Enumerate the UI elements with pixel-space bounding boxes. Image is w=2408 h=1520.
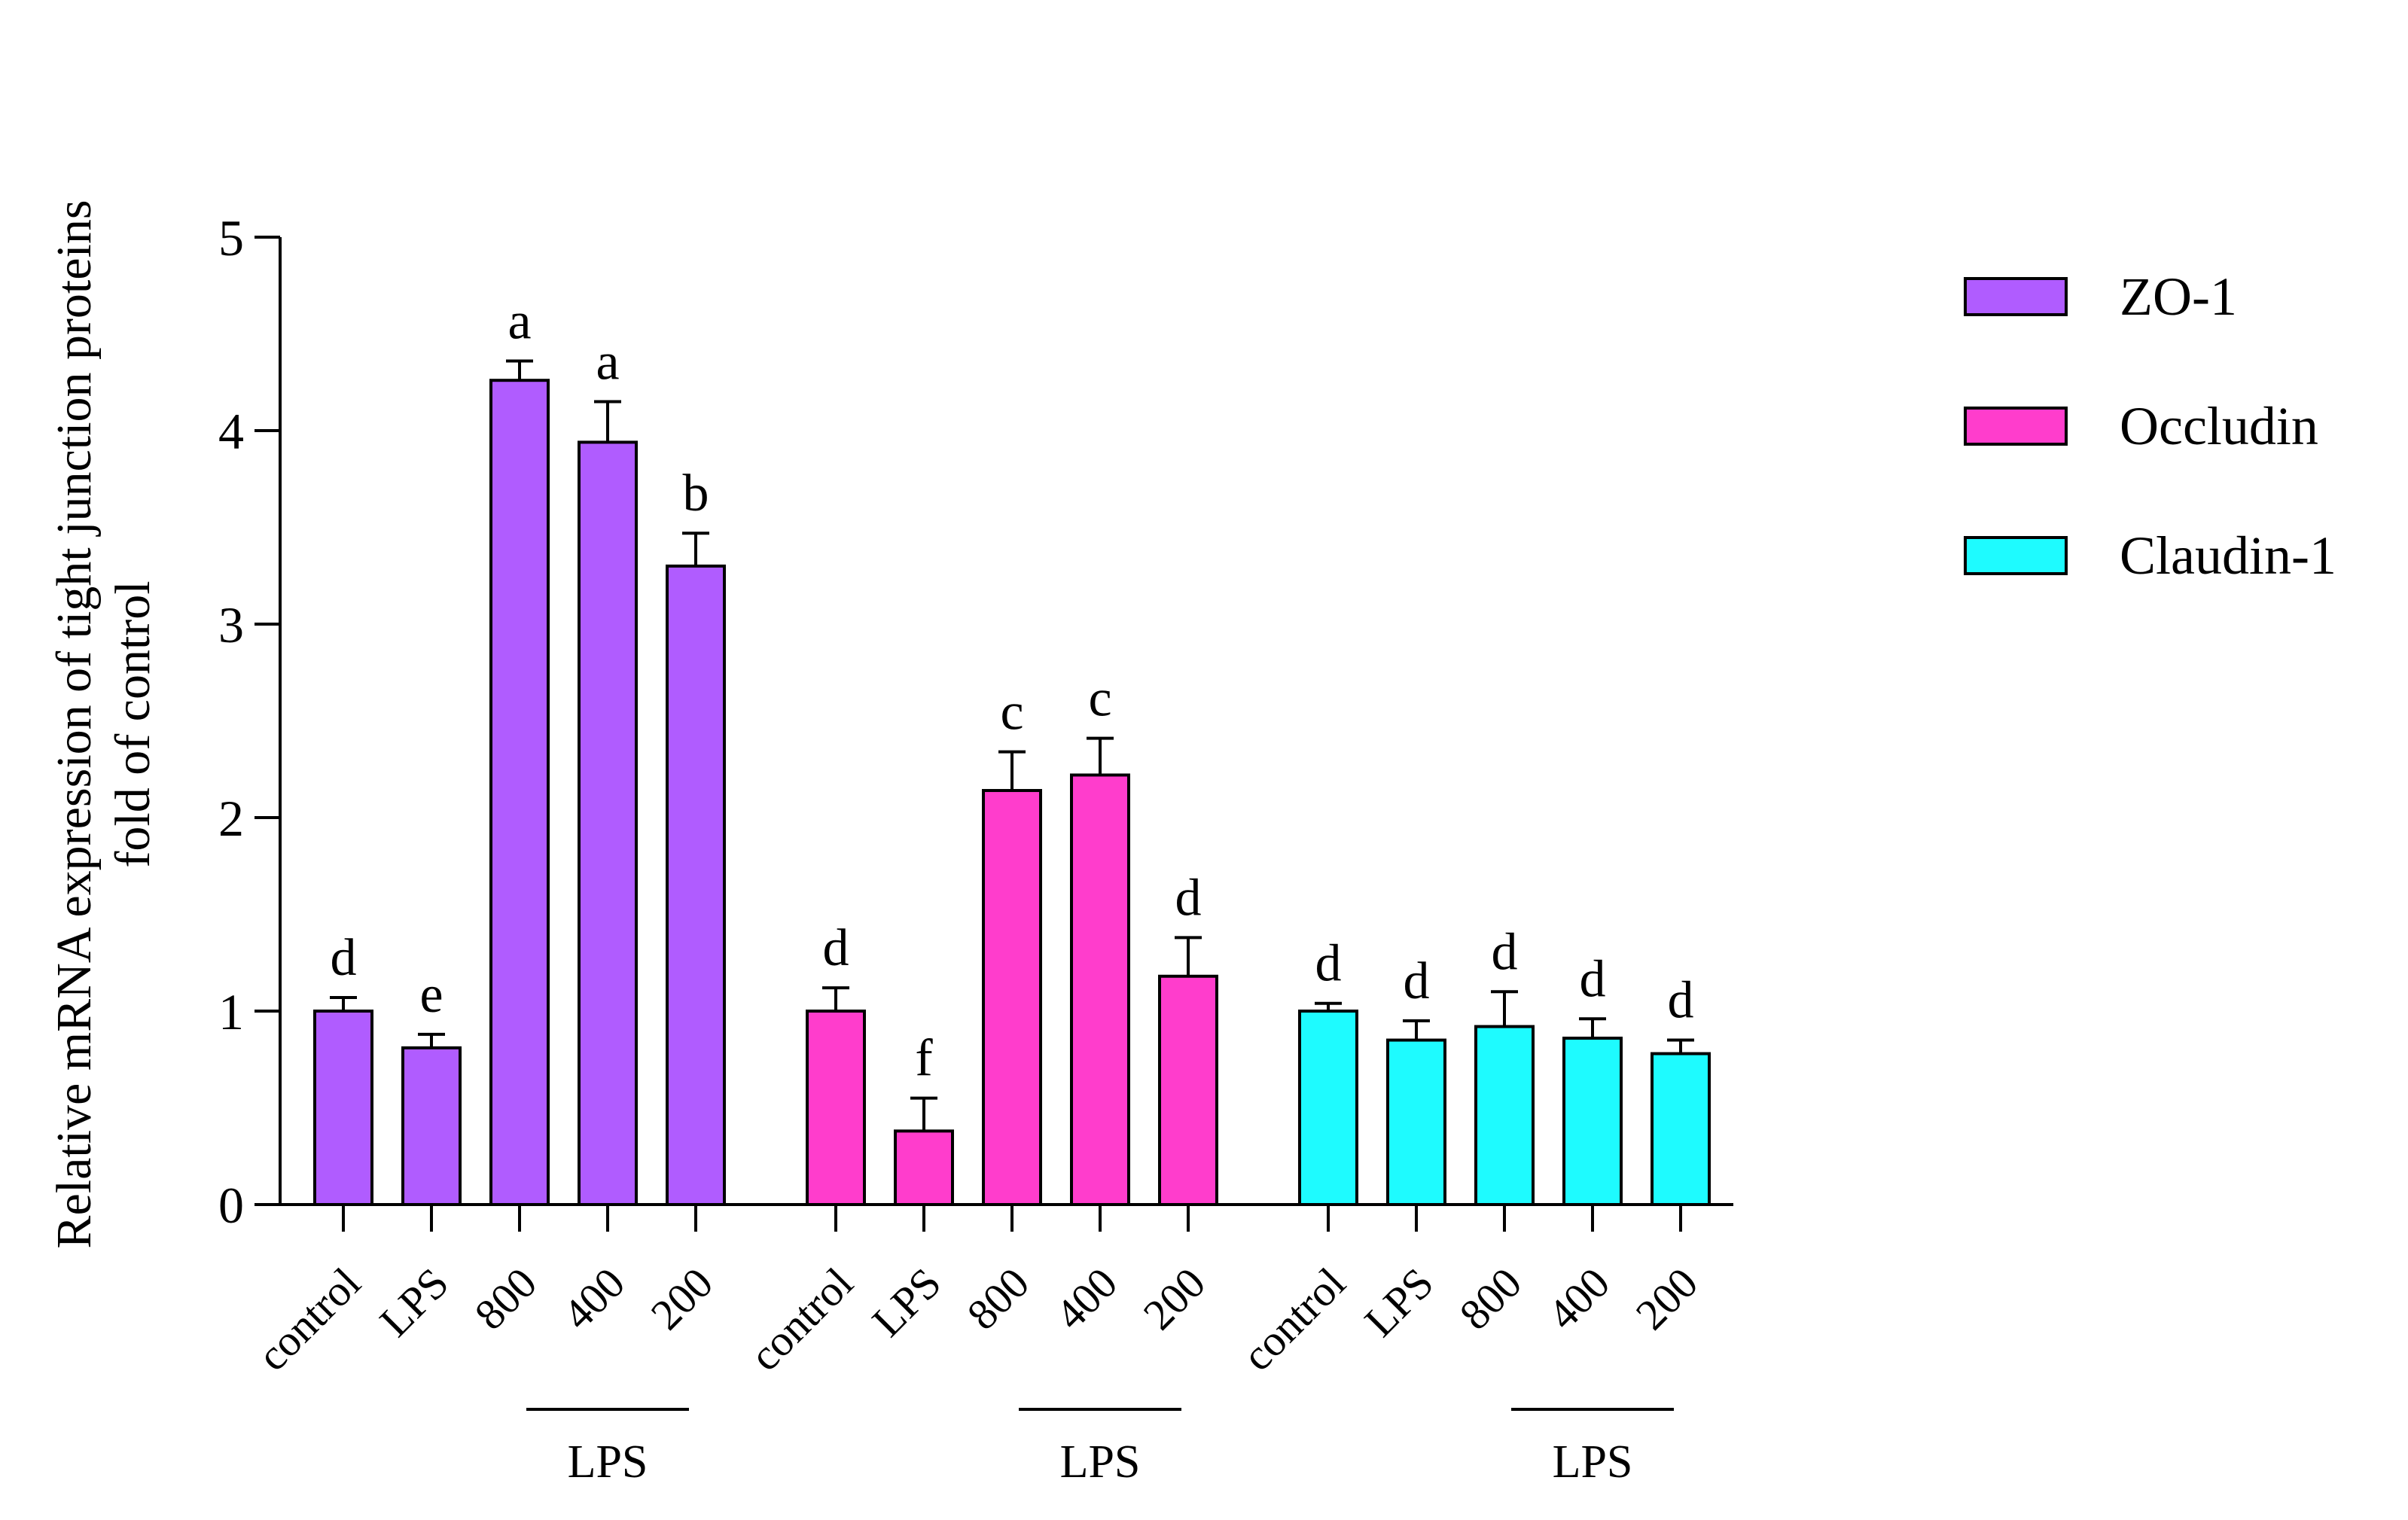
legend-swatch bbox=[1964, 277, 2068, 316]
bar bbox=[1298, 1010, 1358, 1206]
bar bbox=[313, 1010, 373, 1206]
legend-swatch bbox=[1964, 536, 2068, 575]
significance-label: d bbox=[1668, 972, 1694, 1030]
bars: d e a a b d f c c d d d d d d bbox=[313, 292, 1711, 1207]
significance-label: f bbox=[915, 1030, 933, 1088]
bar bbox=[401, 1046, 462, 1206]
x-tick-label: 400 bbox=[1538, 1258, 1619, 1339]
bar bbox=[489, 379, 550, 1206]
x-tick-label: LPS bbox=[370, 1258, 459, 1346]
legend-swatch bbox=[1964, 407, 2068, 446]
y-tick-label: 2 bbox=[218, 790, 244, 847]
significance-label: c bbox=[1088, 670, 1111, 728]
x-tick-label: 200 bbox=[1134, 1258, 1215, 1339]
significance-label: a bbox=[508, 292, 531, 350]
y-tick-label: 0 bbox=[218, 1177, 244, 1234]
legend: ZO-1 Occludin Claudin-1 bbox=[1964, 267, 2336, 586]
group-label: LPS bbox=[1060, 1436, 1141, 1488]
bar bbox=[894, 1129, 954, 1206]
y-tick-label: 3 bbox=[218, 596, 244, 653]
group-label: LPS bbox=[1553, 1436, 1633, 1488]
bar bbox=[578, 440, 638, 1206]
y-axis-label-line: Relative mRNA expression of tight juncti… bbox=[47, 200, 102, 1248]
bar bbox=[1070, 773, 1130, 1206]
x-tick-label: LPS bbox=[1355, 1258, 1443, 1346]
bar bbox=[1562, 1036, 1623, 1206]
y-axis-label-line: fold of control bbox=[105, 580, 160, 867]
legend-label: ZO-1 bbox=[2120, 267, 2237, 327]
significance-label: d bbox=[1404, 952, 1430, 1010]
significance-label: d bbox=[1175, 869, 1202, 927]
bar bbox=[1474, 1025, 1535, 1207]
significance-label: d bbox=[331, 929, 357, 987]
x-tick-label: control bbox=[248, 1258, 370, 1380]
significance-label: d bbox=[1580, 950, 1606, 1008]
x-tick-label: LPS bbox=[863, 1258, 951, 1346]
x-tick-label: 800 bbox=[958, 1258, 1038, 1339]
y-axis-label: Relative mRNA expression of tight juncti… bbox=[47, 200, 160, 1248]
bar bbox=[806, 1010, 866, 1206]
significance-label: d bbox=[823, 919, 849, 977]
bar bbox=[666, 564, 726, 1206]
x-tick-label: 800 bbox=[1450, 1258, 1531, 1339]
bar bbox=[1651, 1052, 1711, 1207]
x-tick-label: control bbox=[740, 1258, 862, 1380]
x-tick-label: 200 bbox=[642, 1258, 722, 1339]
significance-label: d bbox=[1492, 923, 1518, 981]
x-tick-label: 400 bbox=[1046, 1258, 1126, 1339]
group-label: LPS bbox=[568, 1436, 648, 1488]
x-tick-label: 400 bbox=[553, 1258, 634, 1339]
legend-label: Claudin-1 bbox=[2120, 525, 2336, 586]
significance-label: c bbox=[1000, 684, 1023, 742]
bar bbox=[1158, 974, 1218, 1206]
x-tick-label: 200 bbox=[1626, 1258, 1707, 1339]
y-axis-title: Relative mRNA expression of tight juncti… bbox=[47, 200, 160, 1248]
bar bbox=[1386, 1038, 1446, 1207]
legend-label: Occludin bbox=[2120, 396, 2318, 456]
significance-label: b bbox=[683, 465, 709, 522]
y-tick-label: 5 bbox=[218, 209, 244, 267]
y-tick-label: 1 bbox=[218, 983, 244, 1040]
significance-label: a bbox=[596, 333, 619, 391]
y-tick-label: 4 bbox=[218, 403, 244, 460]
x-tick-label: 800 bbox=[465, 1258, 546, 1339]
x-tick-label: control bbox=[1233, 1258, 1355, 1380]
bar bbox=[982, 789, 1042, 1206]
significance-label: d bbox=[1315, 935, 1342, 993]
significance-label: e bbox=[419, 966, 443, 1024]
